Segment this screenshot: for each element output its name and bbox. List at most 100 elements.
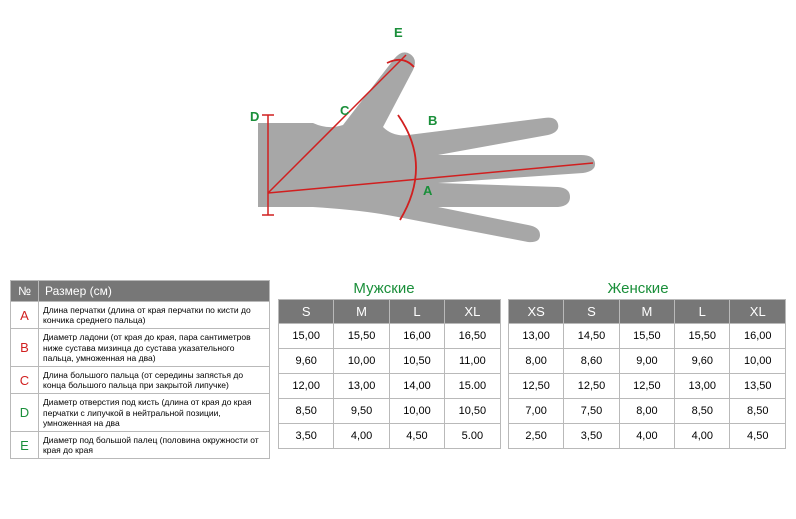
cell: 14,00 <box>389 374 444 399</box>
size-values-table: S M L XL XS S M L XL 15,0015,5016,0016,5… <box>278 299 786 449</box>
table-row: D Диаметр отверстия под кисть (длина от … <box>11 394 270 432</box>
women-label: Женские <box>490 280 786 297</box>
col-header: XL <box>730 300 786 324</box>
cell: 13,00 <box>334 374 389 399</box>
row-letter: C <box>11 366 39 393</box>
cell: 12,00 <box>279 374 334 399</box>
cell: 13,50 <box>730 374 786 399</box>
hand-svg: E D C B A <box>188 15 608 275</box>
row-letter: E <box>11 431 39 458</box>
table-row: A Длина перчатки (длина от края перчатки… <box>11 302 270 329</box>
cell: 7,50 <box>564 399 619 424</box>
men-label: Мужские <box>278 280 490 297</box>
label-a: A <box>423 183 433 198</box>
col-header: S <box>279 300 334 324</box>
label-e: E <box>394 25 403 40</box>
tables-row: № Размер (см) A Длина перчатки (длина от… <box>10 280 786 459</box>
col-header: L <box>389 300 444 324</box>
table-row: E Диаметр под большой палец (половина ок… <box>11 431 270 458</box>
size-values-tbody: 15,0015,5016,0016,5013,0014,5015,5015,50… <box>279 324 786 449</box>
table-row: 3,504,004,505.002,503,504,004,004,50 <box>279 424 786 449</box>
cell: 4,00 <box>619 424 674 449</box>
col-header: M <box>334 300 389 324</box>
cell: 3,50 <box>564 424 619 449</box>
cell: 15,50 <box>334 324 389 349</box>
cell: 12,50 <box>619 374 674 399</box>
cell: 4,50 <box>389 424 444 449</box>
size-header-row: S M L XL XS S M L XL <box>279 300 786 324</box>
row-desc: Диаметр под большой палец (половина окру… <box>39 431 270 458</box>
cell: 15,00 <box>279 324 334 349</box>
definitions-tbody: A Длина перчатки (длина от края перчатки… <box>11 302 270 459</box>
row-letter: A <box>11 302 39 329</box>
col-header: L <box>675 300 730 324</box>
row-letter: D <box>11 394 39 432</box>
cell: 4,00 <box>675 424 730 449</box>
cell: 7,00 <box>508 399 563 424</box>
cell: 9,60 <box>279 349 334 374</box>
cell: 12,50 <box>564 374 619 399</box>
cell: 9,50 <box>334 399 389 424</box>
cell: 10,50 <box>445 399 500 424</box>
cell: 13,00 <box>508 324 563 349</box>
size-values-block: Мужские Женские S M L XL XS S M L XL <box>278 280 786 449</box>
cell: 14,50 <box>564 324 619 349</box>
cell: 10,00 <box>334 349 389 374</box>
cell: 15,50 <box>675 324 730 349</box>
col-header: S <box>564 300 619 324</box>
gap <box>500 424 508 449</box>
table-row: 15,0015,5016,0016,5013,0014,5015,5015,50… <box>279 324 786 349</box>
table-row: 8,509,5010,0010,507,007,508,008,508,50 <box>279 399 786 424</box>
table-row: 9,6010,0010,5011,008,008,609,009,6010,00 <box>279 349 786 374</box>
cell: 16,00 <box>389 324 444 349</box>
row-desc: Длина большого пальца (от середины запяс… <box>39 366 270 393</box>
cell: 8,60 <box>564 349 619 374</box>
cell: 8,00 <box>508 349 563 374</box>
gap <box>500 349 508 374</box>
hand-silhouette <box>258 52 595 242</box>
group-headers: Мужские Женские <box>278 280 786 297</box>
cell: 16,00 <box>730 324 786 349</box>
table-row: 12,0013,0014,0015.0012,5012,5012,5013,00… <box>279 374 786 399</box>
col-header: XL <box>445 300 500 324</box>
cell: 11,00 <box>445 349 500 374</box>
cell: 8,00 <box>619 399 674 424</box>
cell: 10,00 <box>730 349 786 374</box>
cell: 13,00 <box>675 374 730 399</box>
measurement-definitions-table: № Размер (см) A Длина перчатки (длина от… <box>10 280 270 459</box>
col-header: XS <box>508 300 563 324</box>
row-desc: Диаметр отверстия под кисть (длина от кр… <box>39 394 270 432</box>
cell: 5.00 <box>445 424 500 449</box>
cell: 8,50 <box>279 399 334 424</box>
col-header: M <box>619 300 674 324</box>
table-row: C Длина большого пальца (от середины зап… <box>11 366 270 393</box>
cell: 4,50 <box>730 424 786 449</box>
cell: 9,60 <box>675 349 730 374</box>
cell: 8,50 <box>730 399 786 424</box>
gap <box>500 399 508 424</box>
cell: 12,50 <box>508 374 563 399</box>
cell: 3,50 <box>279 424 334 449</box>
cell: 2,50 <box>508 424 563 449</box>
label-b: B <box>428 113 437 128</box>
cell: 8,50 <box>675 399 730 424</box>
label-d: D <box>250 109 259 124</box>
gap <box>500 374 508 399</box>
cell: 4,00 <box>334 424 389 449</box>
cell: 9,00 <box>619 349 674 374</box>
table-row: B Диаметр ладони (от края до края, пара … <box>11 329 270 367</box>
sizing-chart-container: E D C B A № Размер (см) A Длина перчатки… <box>10 10 786 459</box>
col-header-size: Размер (см) <box>39 281 270 302</box>
label-c: C <box>340 103 350 118</box>
gap <box>500 324 508 349</box>
row-letter: B <box>11 329 39 367</box>
col-header-no: № <box>11 281 39 302</box>
cell: 10,50 <box>389 349 444 374</box>
row-desc: Длина перчатки (длина от края перчатки п… <box>39 302 270 329</box>
row-desc: Диаметр ладони (от края до края, пара са… <box>39 329 270 367</box>
cell: 10,00 <box>389 399 444 424</box>
cell: 15.00 <box>445 374 500 399</box>
hand-diagram: E D C B A <box>10 10 786 280</box>
cell: 16,50 <box>445 324 500 349</box>
cell: 15,50 <box>619 324 674 349</box>
